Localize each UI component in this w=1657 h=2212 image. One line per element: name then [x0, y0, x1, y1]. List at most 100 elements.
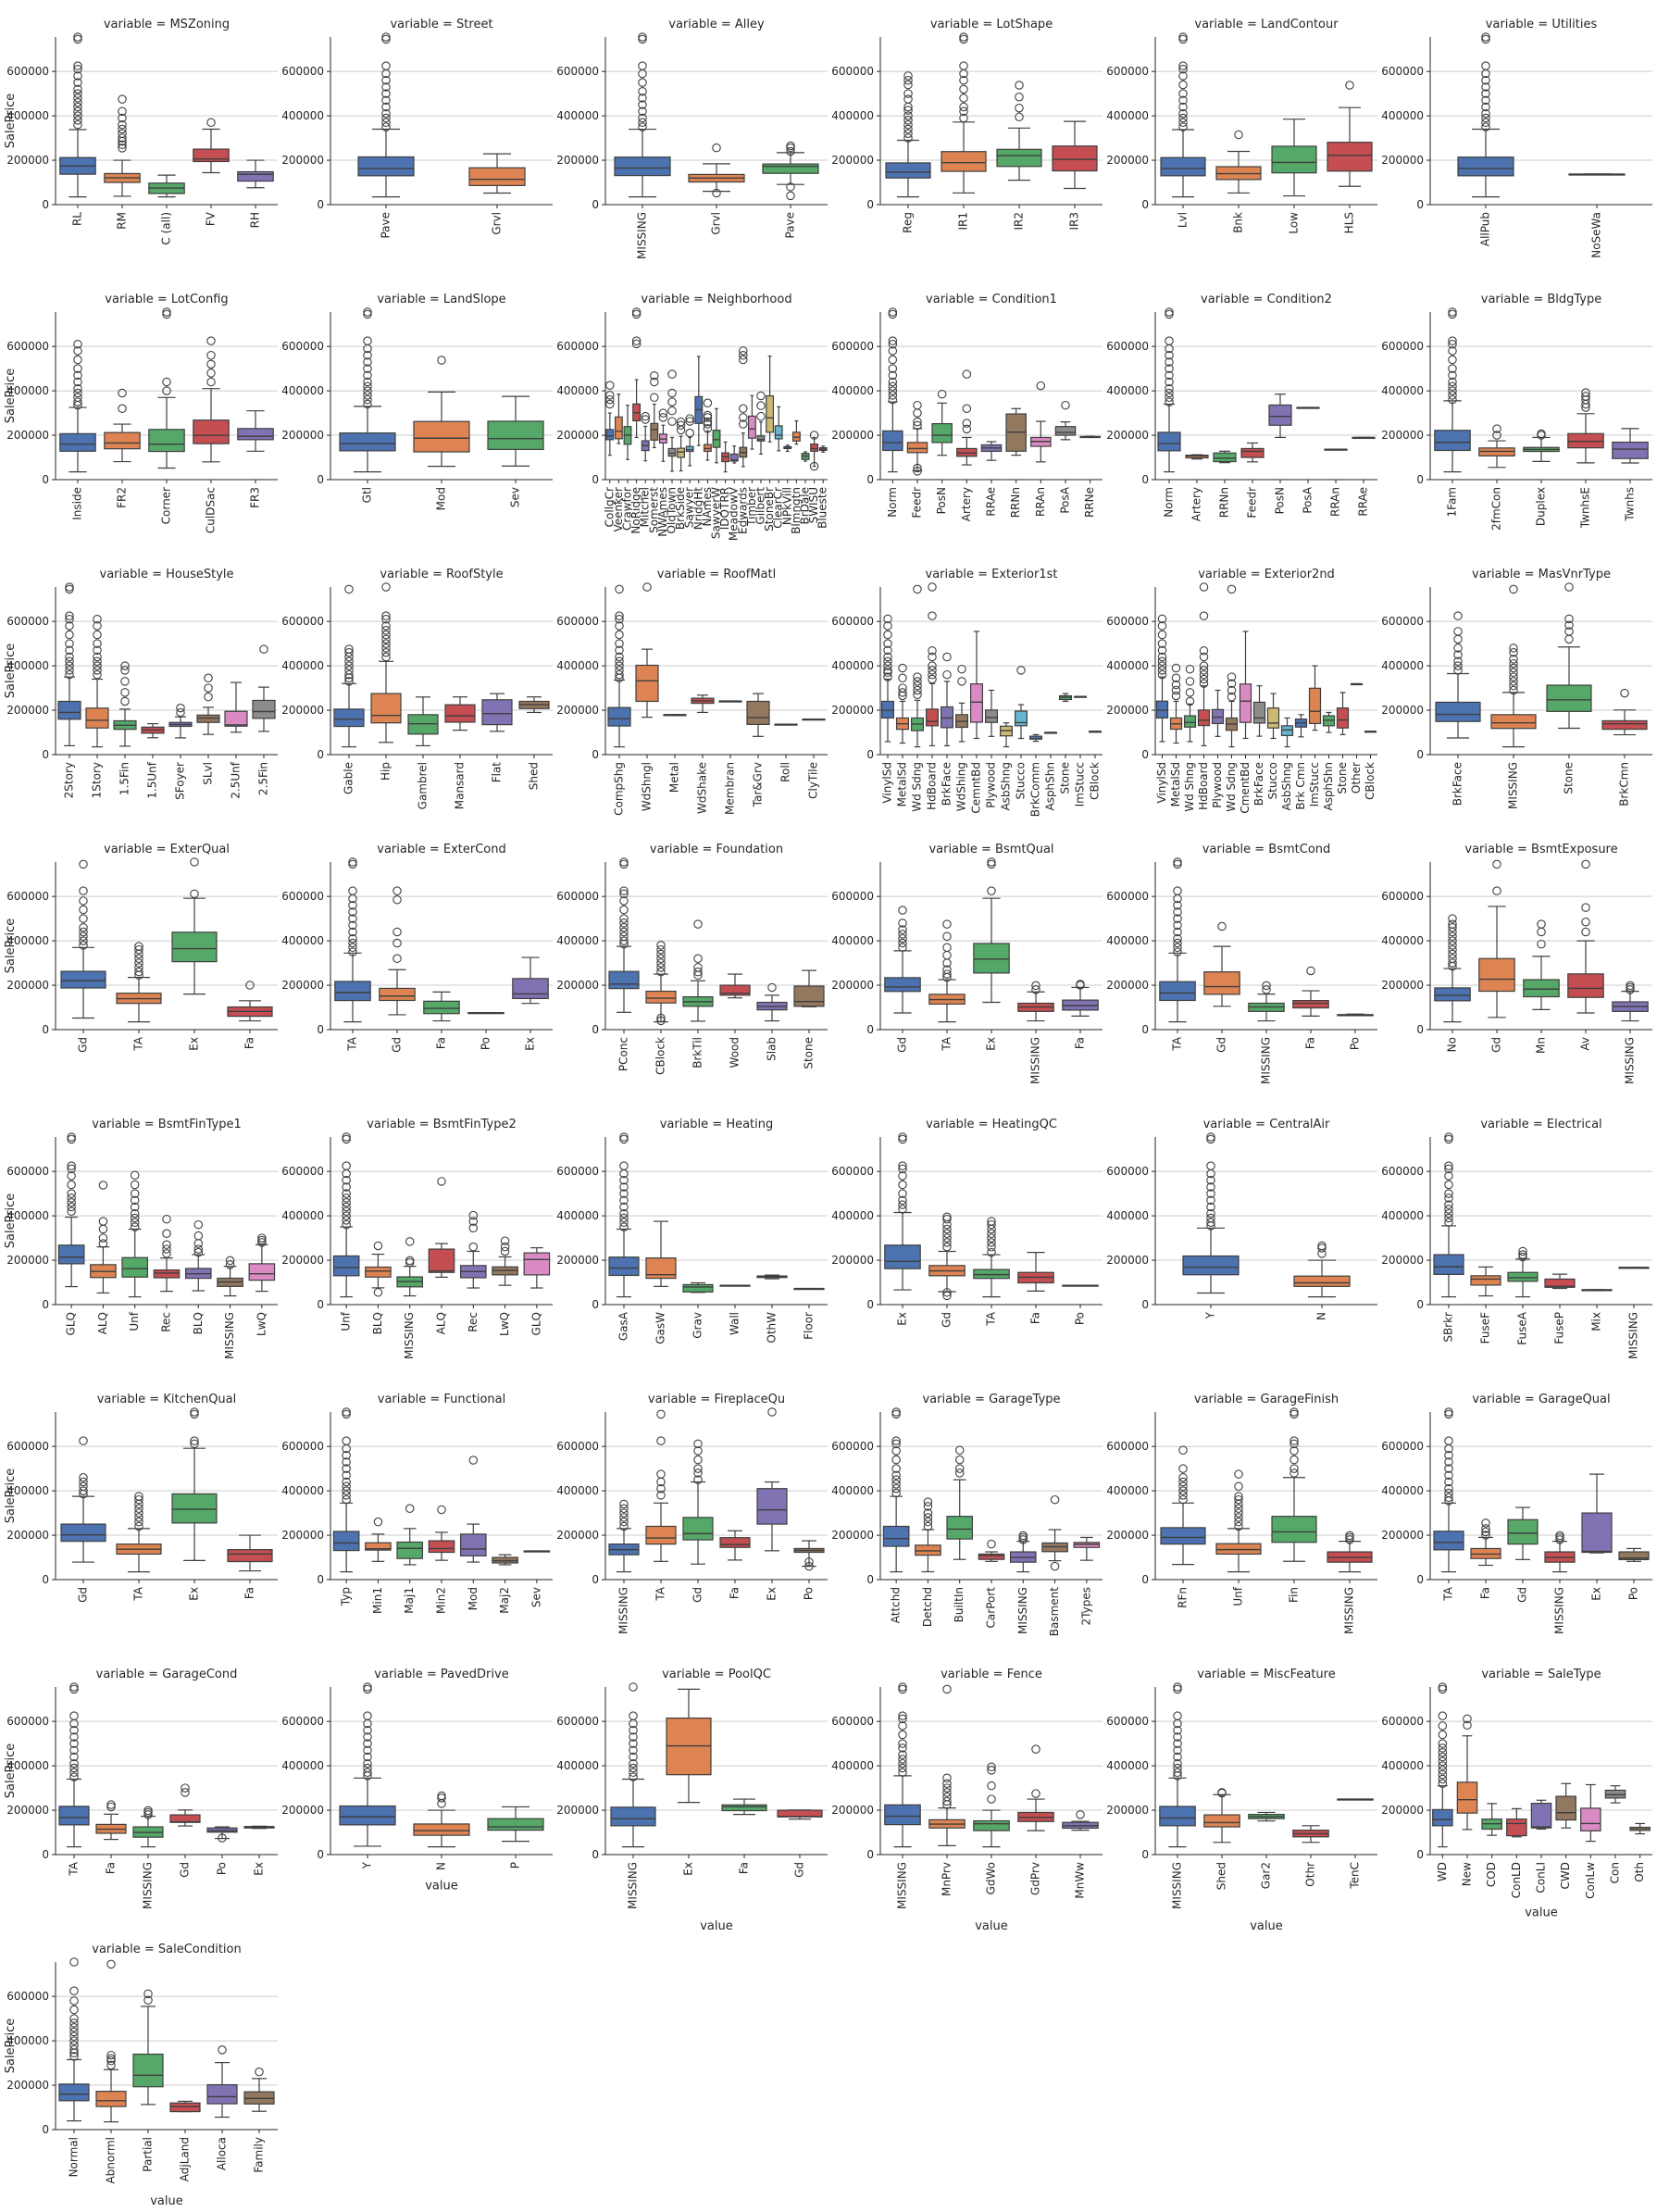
- outlier-point: [898, 933, 907, 944]
- outlier-point: [69, 2022, 79, 2032]
- y-tick-label: 600000: [6, 615, 49, 628]
- outlier-point: [381, 644, 391, 653]
- outlier-point: [342, 1477, 351, 1487]
- box-iqr: [756, 435, 766, 442]
- outlier-point: [642, 582, 652, 592]
- x-tick-label: Unf: [1232, 1586, 1245, 1606]
- y-tick-label: 200000: [831, 1254, 874, 1267]
- y-tick-label: 0: [42, 1298, 49, 1311]
- outlier-point: [667, 406, 677, 416]
- x-tick-label: FuseA: [1516, 1311, 1529, 1344]
- outlier-point: [1173, 1752, 1182, 1762]
- y-tick-label: 0: [592, 748, 599, 761]
- outlier-point: [1185, 696, 1195, 706]
- box-iqr: [885, 162, 931, 179]
- outlier-point: [381, 95, 391, 106]
- x-tick-label: CemntBd: [970, 762, 983, 814]
- x-tick-label: Attchd: [890, 1587, 903, 1623]
- y-tick-label: 600000: [556, 1165, 599, 1178]
- y-tick-label: 0: [1416, 1298, 1424, 1311]
- x-tick-label: Fa: [738, 1862, 751, 1874]
- outlier-point: [1481, 122, 1490, 131]
- x-tick-label: CulDSac: [205, 487, 218, 533]
- outlier-point: [67, 1161, 76, 1170]
- outlier-point: [162, 1240, 171, 1250]
- x-tick-label: N: [435, 1862, 448, 1870]
- outlier-point: [193, 1239, 204, 1248]
- outlier-point: [693, 1468, 703, 1478]
- outlier-point: [118, 124, 127, 134]
- outlier-point: [1178, 1481, 1188, 1492]
- box-Reg: Reg: [885, 71, 931, 233]
- x-tick-label: Rec: [160, 1312, 173, 1332]
- outlier-point: [1173, 933, 1182, 944]
- box-iqr: [973, 1268, 1010, 1280]
- box-Mod: Mod: [459, 1456, 487, 1610]
- x-tick-label: Unf: [340, 1311, 353, 1331]
- outlier-point: [118, 388, 127, 398]
- x-axis-label: value: [1525, 1906, 1558, 1920]
- outlier-point: [342, 1211, 351, 1220]
- box-VinylSd: VinylSd: [1155, 614, 1169, 804]
- y-tick-label: 600000: [1106, 1715, 1149, 1728]
- box-MnWw: MnWw: [1062, 1810, 1099, 1899]
- x-tick-label: Rec: [467, 1312, 480, 1332]
- x-tick-label: Othr: [1304, 1862, 1317, 1887]
- box-iqr: [1155, 700, 1169, 719]
- y-tick-label: 400000: [1106, 1209, 1149, 1222]
- box-Tar&Grv: Tar&Grv: [746, 693, 770, 807]
- outlier-point: [638, 32, 647, 42]
- y-tick-label: 600000: [1381, 340, 1424, 353]
- outlier-point: [1206, 1134, 1215, 1144]
- outlier-point: [898, 1755, 907, 1764]
- outlier-point: [93, 661, 102, 670]
- outlier-point: [1165, 393, 1174, 403]
- box-Po: Po: [1618, 1547, 1650, 1600]
- box-Po: Po: [1337, 1013, 1374, 1050]
- x-tick-label: Alloca: [216, 2137, 229, 2170]
- y-tick-label: 400000: [6, 2034, 49, 2047]
- outlier-point: [342, 1202, 351, 1212]
- panel-title: variable = KitchenQual: [97, 1393, 237, 1406]
- box-Stucco: Stucco: [1015, 666, 1028, 799]
- box-iqr: [941, 151, 987, 172]
- outlier-point: [363, 307, 372, 317]
- outlier-point: [1234, 130, 1243, 140]
- outlier-point: [1234, 1517, 1243, 1527]
- x-tick-label: Wood: [729, 1037, 741, 1068]
- outlier-point: [883, 672, 892, 681]
- x-tick-label: Metal: [668, 762, 681, 793]
- outlier-point: [987, 886, 996, 895]
- panel-title: variable = Utilities: [1486, 18, 1598, 31]
- box-iqr: [1271, 1516, 1317, 1543]
- y-tick-label: 200000: [6, 154, 49, 167]
- outlier-point: [928, 652, 937, 662]
- x-tick-label: 2Types: [1079, 1587, 1092, 1625]
- outlier-point: [1015, 103, 1024, 113]
- x-tick-label: MetalSd: [896, 762, 909, 806]
- box-MeadowV: MeadowV: [728, 445, 741, 541]
- outlier-point: [344, 661, 354, 670]
- outlier-point: [73, 388, 82, 398]
- box-FV: FV: [193, 118, 230, 226]
- outlier-point: [1206, 1161, 1215, 1170]
- outlier-point: [69, 1732, 79, 1742]
- outlier-point: [913, 584, 922, 594]
- y-tick-label: 600000: [281, 1715, 324, 1728]
- box-RH: RH: [237, 159, 274, 228]
- outlier-point: [1438, 1766, 1448, 1775]
- outlier-point: [962, 419, 972, 428]
- outlier-point: [619, 859, 629, 869]
- box-PosA: PosA: [1296, 406, 1320, 514]
- box-iqr: [946, 1516, 974, 1540]
- outlier-point: [348, 920, 357, 931]
- box-iqr: [682, 1283, 714, 1293]
- outlier-point: [1178, 61, 1188, 70]
- box-iqr: [1292, 999, 1329, 1009]
- box-Shed: Shed: [1203, 1788, 1240, 1890]
- x-tick-label: Fa: [435, 1037, 448, 1049]
- box-RRAn: RRAn: [1324, 448, 1348, 517]
- outlier-point: [1626, 981, 1635, 991]
